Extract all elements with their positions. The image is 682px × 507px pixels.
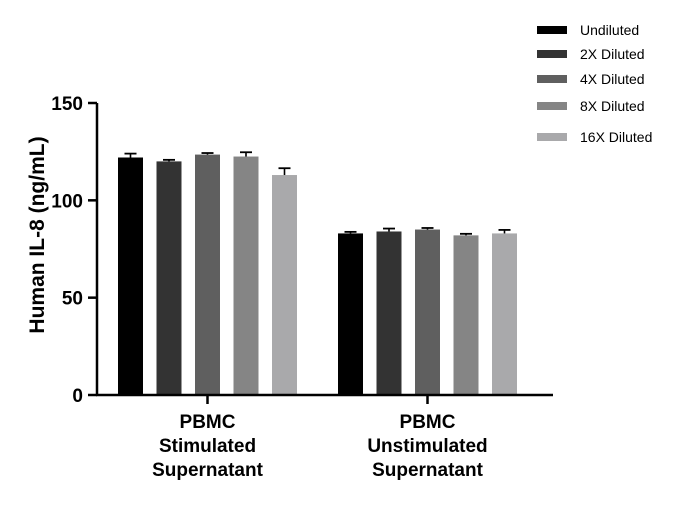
y-tick-labels: 0 50 100 150: [51, 94, 83, 407]
y-tick-label: 0: [72, 386, 83, 407]
bar: [233, 156, 259, 395]
bar: [118, 157, 143, 395]
x-category-label: Unstimulated: [367, 436, 487, 457]
bar: [338, 233, 363, 395]
bar: [156, 161, 182, 395]
y-tick-label: 50: [62, 289, 83, 310]
bar: [376, 231, 402, 395]
legend-swatch: [537, 133, 567, 141]
bars: [118, 154, 517, 395]
legend: Undiluted 2X Diluted 4X Diluted 8X Diluted 1…: [537, 22, 652, 145]
legend-swatch: [537, 26, 567, 34]
legend-label: 2X Diluted: [580, 46, 645, 62]
x-category-label: PBMC: [400, 412, 456, 433]
legend-label: 4X Diluted: [580, 71, 645, 87]
error-bars: [124, 151, 511, 236]
y-tick-label: 150: [51, 94, 83, 115]
y-axis-title: Human IL-8 (ng/mL): [26, 136, 49, 333]
axes: [88, 101, 553, 404]
legend-label: 16X Diluted: [580, 129, 652, 145]
legend-label: Undiluted: [580, 22, 639, 38]
legend-label: 8X Diluted: [580, 98, 645, 114]
bar: [272, 175, 297, 395]
x-category-label: PBMC: [180, 412, 236, 433]
bar: [195, 154, 220, 395]
bar: [453, 235, 479, 395]
x-category-label: Supernatant: [152, 460, 264, 481]
x-category-label: Supernatant: [372, 460, 484, 481]
x-category-labels: PBMC Stimulated Supernatant PBMC Unstimulate…: [152, 412, 488, 481]
legend-swatch: [537, 102, 567, 110]
bar: [492, 233, 517, 395]
y-tick-label: 100: [51, 191, 83, 212]
legend-swatch: [537, 75, 567, 83]
bar: [415, 229, 440, 395]
legend-swatch: [537, 50, 567, 58]
x-category-label: Stimulated: [159, 436, 256, 457]
